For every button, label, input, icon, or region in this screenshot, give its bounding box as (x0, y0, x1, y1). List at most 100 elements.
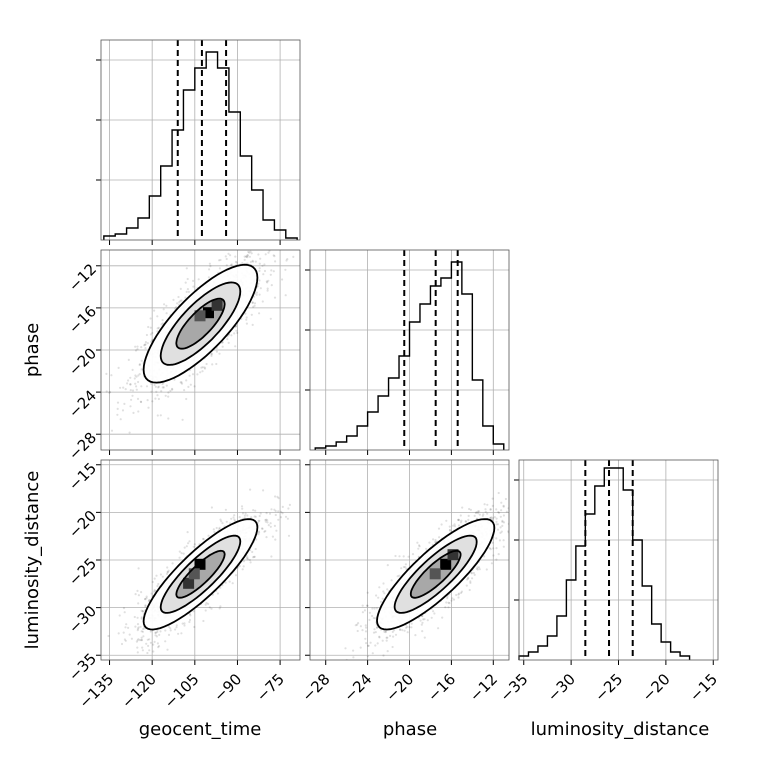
scatter-geocent-time-vs-luminosity-distance-point (188, 613, 191, 616)
scatter-geocent-time-vs-luminosity-distance-point (140, 636, 143, 639)
scatter-geocent-time-vs-luminosity-distance-point (249, 561, 252, 564)
scatter-geocent-time-vs-phase-point (269, 273, 272, 276)
scatter-geocent-time-vs-phase-point (233, 332, 236, 335)
scatter-geocent-time-vs-luminosity-distance-point (266, 519, 269, 522)
scatter-geocent-time-vs-phase-point (259, 287, 262, 290)
scatter-geocent-time-vs-luminosity-distance-point (167, 625, 170, 628)
scatter-geocent-time-vs-phase-point (150, 382, 153, 385)
scatter-phase-vs-luminosity-distance-point (478, 510, 481, 513)
scatter-phase-vs-luminosity-distance-point (460, 519, 463, 522)
scatter-phase-vs-luminosity-distance-point (422, 618, 425, 621)
scatter-geocent-time-vs-phase-point (162, 386, 165, 389)
scatter-phase-vs-luminosity-distance-point (499, 515, 502, 518)
scatter-geocent-time-vs-phase-point (230, 334, 233, 337)
scatter-geocent-time-vs-luminosity-distance-point (219, 605, 222, 608)
scatter-geocent-time-vs-luminosity-distance-point (258, 514, 261, 518)
scatter-geocent-time-vs-luminosity-distance-point (224, 581, 227, 584)
scatter-geocent-time-vs-phase-point (255, 291, 258, 294)
scatter-geocent-time-vs-phase-point (292, 255, 295, 258)
scatter-phase-vs-luminosity-distance-point (357, 667, 359, 669)
scatter-phase-vs-luminosity-distance-point (346, 663, 348, 665)
scatter-phase-vs-luminosity-distance-point (460, 591, 463, 595)
scatter-geocent-time-vs-luminosity-distance-point (182, 552, 185, 555)
scatter-geocent-time-vs-phase-point (177, 295, 180, 299)
scatter-phase-vs-luminosity-distance-point (386, 650, 389, 653)
scatter-geocent-time-vs-luminosity-distance-point (274, 538, 277, 541)
scatter-geocent-time-vs-luminosity-distance-point (257, 533, 260, 536)
scatter-geocent-time-vs-phase-point (272, 254, 275, 257)
scatter-phase-vs-luminosity-distance-point (475, 510, 478, 514)
scatter-phase-vs-luminosity-distance-point (452, 524, 455, 527)
scatter-geocent-time-vs-phase-point (230, 263, 233, 266)
scatter-geocent-time-vs-luminosity-distance-point (166, 648, 169, 651)
scatter-geocent-time-vs-luminosity-distance-point (175, 626, 178, 629)
scatter-phase-vs-luminosity-distance-point (511, 506, 513, 508)
scatter-phase-vs-luminosity-distance-point (499, 531, 502, 535)
scatter-phase-vs-luminosity-distance-point (361, 629, 364, 632)
scatter-geocent-time-vs-luminosity-distance-point (128, 633, 131, 636)
scatter-phase-vs-luminosity-distance-point (481, 514, 484, 518)
scatter-geocent-time-vs-luminosity-distance-point (221, 522, 224, 525)
scatter-geocent-time-vs-luminosity-distance-point (287, 507, 290, 510)
scatter-phase-vs-luminosity-distance-point (464, 520, 468, 523)
scatter-geocent-time-vs-luminosity-distance-point (183, 624, 186, 627)
scatter-geocent-time-vs-phase-point (110, 429, 114, 432)
scatter-phase-vs-luminosity-distance-xtick-label: −24 (340, 670, 375, 705)
scatter-geocent-time-vs-luminosity-distance-point (156, 630, 159, 634)
scatter-geocent-time-vs-luminosity-distance-point (202, 619, 205, 623)
scatter-phase-vs-luminosity-distance-point (365, 626, 368, 629)
scatter-geocent-time-vs-luminosity-distance-point (183, 622, 186, 625)
scatter-geocent-time-vs-luminosity-distance-point (124, 626, 127, 629)
scatter-geocent-time-vs-phase-point (179, 381, 182, 384)
scatter-phase-vs-luminosity-distance-point (459, 514, 462, 517)
scatter-geocent-time-vs-luminosity-distance-point (270, 508, 273, 511)
scatter-phase-vs-luminosity-distance-point (428, 541, 431, 544)
scatter-phase-vs-luminosity-distance-point (373, 607, 376, 610)
scatter-phase-vs-luminosity-distance-point (403, 629, 406, 632)
scatter-geocent-time-vs-luminosity-distance-point (254, 547, 257, 551)
scatter-phase-vs-luminosity-distance-point (493, 516, 496, 519)
scatter-geocent-time-vs-phase-point (209, 265, 212, 268)
scatter-geocent-time-vs-luminosity-distance-point (139, 625, 142, 628)
scatter-phase-vs-luminosity-distance-point (501, 519, 504, 523)
scatter-phase-vs-luminosity-distance-point (381, 597, 384, 600)
scatter-phase-vs-luminosity-distance-point (466, 578, 469, 581)
scatter-geocent-time-vs-phase-point (245, 255, 248, 258)
scatter-phase-vs-luminosity-distance-point (467, 576, 470, 579)
scatter-geocent-time-vs-phase-point (199, 371, 202, 374)
scatter-phase-vs-luminosity-distance-point (423, 618, 426, 621)
scatter-phase-vs-luminosity-distance-xtick-label: −12 (466, 670, 501, 705)
scatter-phase-vs-luminosity-distance-point (475, 567, 478, 570)
scatter-geocent-time-vs-phase-point (258, 312, 261, 315)
scatter-geocent-time-vs-phase-point (197, 278, 200, 281)
scatter-geocent-time-vs-phase-point (241, 262, 244, 265)
scatter-phase-vs-luminosity-distance-point (515, 487, 517, 489)
scatter-phase-vs-luminosity-distance-point (447, 601, 450, 604)
scatter-geocent-time-vs-phase-point (173, 378, 176, 381)
scatter-phase-vs-luminosity-distance-point (452, 598, 456, 601)
scatter-geocent-time-vs-phase-point (131, 394, 134, 397)
scatter-geocent-time-vs-phase-point (135, 375, 138, 378)
scatter-phase-vs-luminosity-distance-point (372, 631, 376, 634)
hist-luminosity-distance-frame (518, 459, 719, 661)
scatter-phase-vs-luminosity-distance-point (363, 609, 366, 612)
scatter-phase-vs-luminosity-distance-contour (376, 518, 496, 631)
scatter-phase-vs-luminosity-distance-point (352, 649, 355, 652)
scatter-geocent-time-vs-phase-point (246, 254, 249, 257)
scatter-phase-vs-luminosity-distance-point (495, 547, 498, 550)
scatter-geocent-time-vs-luminosity-distance-point (152, 650, 155, 653)
scatter-geocent-time-vs-luminosity-distance-point (258, 519, 261, 522)
scatter-geocent-time-vs-luminosity-distance-point (154, 631, 157, 634)
scatter-phase-vs-luminosity-distance-point (421, 630, 424, 633)
scatter-geocent-time-vs-luminosity-distance-point (265, 536, 268, 539)
scatter-geocent-time-vs-phase-point (140, 346, 143, 349)
scatter-phase-vs-luminosity-distance-point (402, 555, 405, 558)
scatter-phase-vs-luminosity-distance-point (364, 624, 367, 627)
scatter-geocent-time-vs-luminosity-distance-point (254, 509, 257, 512)
scatter-geocent-time-vs-phase-point (161, 322, 164, 325)
scatter-phase-vs-luminosity-distance-point (483, 555, 486, 558)
scatter-geocent-time-vs-luminosity-distance-point (150, 592, 153, 595)
scatter-geocent-time-vs-phase-point (266, 287, 269, 290)
scatter-geocent-time-vs-luminosity-distance-point (275, 529, 278, 532)
scatter-phase-vs-luminosity-distance-point (445, 601, 448, 604)
